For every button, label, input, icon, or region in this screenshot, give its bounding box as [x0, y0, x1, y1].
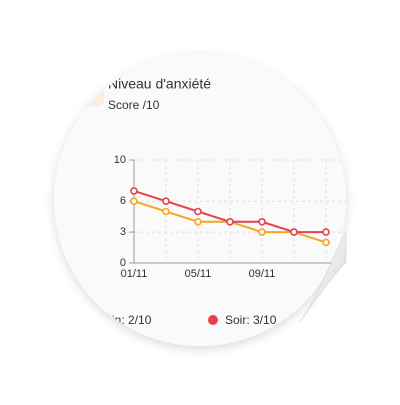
x-tick-label: 01/11 — [121, 268, 148, 280]
point — [130, 187, 138, 195]
y-tick-label: 10 — [114, 154, 126, 166]
y-tick-label: 3 — [120, 226, 126, 238]
point — [290, 228, 298, 236]
point — [322, 228, 330, 236]
y-tick-label: 0 — [120, 257, 126, 269]
chart-title: Niveau d'anxiété — [108, 76, 211, 92]
page-curl — [299, 231, 347, 323]
point — [258, 228, 266, 236]
x-tick-label: 05/11 — [185, 268, 212, 280]
legend-label: Matin: 2/10 — [92, 313, 152, 327]
point — [322, 238, 330, 247]
chart-subtitle: Score /10 — [108, 98, 160, 112]
point — [162, 197, 170, 205]
icon — [82, 78, 104, 106]
x-tick-label: 09/11 — [249, 268, 276, 280]
point — [130, 197, 138, 205]
legend-label: Soir: 3/10 — [225, 313, 277, 327]
card: Niveau d'anxiété Score /10 0 3 6 10 01/11 05/… — [54, 54, 346, 346]
point — [162, 207, 170, 216]
y-tick-label: 6 — [120, 195, 126, 207]
point — [258, 218, 266, 226]
legend-swatch — [75, 315, 85, 325]
point — [194, 207, 202, 216]
legend-swatch — [208, 315, 218, 325]
point — [226, 218, 234, 226]
point — [194, 218, 202, 226]
